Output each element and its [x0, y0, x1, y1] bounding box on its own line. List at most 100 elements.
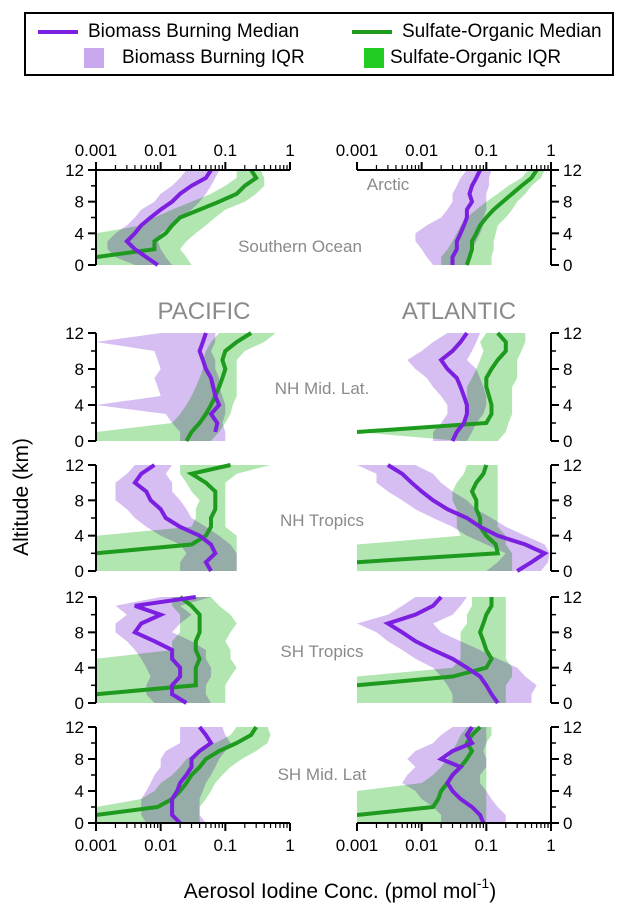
so-median-line: [96, 725, 258, 817]
region-label: NH Mid. Lat.: [275, 379, 369, 398]
so-median-line: [357, 597, 494, 688]
x-axis-title-sup: -1: [477, 875, 490, 891]
y-tick-label: 4: [563, 396, 572, 415]
panel-pacific-sh-tropics: 0 4 8 12: [65, 588, 237, 713]
y-tick-label: 12: [563, 456, 582, 475]
y-tick-label: 0: [563, 562, 572, 581]
x-tick-label: 0.01: [405, 836, 438, 855]
panel-pacific-sh-mid-lat: 0 4 8 12 0.001 0.01 0.1 1: [65, 718, 295, 855]
panel-atlantic-sh-mid-lat: 0 4 8 12 0.001 0.01 0.1 1: [336, 718, 582, 855]
region-label: SH Tropics: [280, 642, 363, 661]
panel-pacific-nh-tropics: 0 4 8 12: [65, 456, 271, 581]
plot-area: [96, 331, 276, 442]
legend-label-so-iqr: Sulfate-Organic IQR: [390, 47, 562, 68]
so-median-line: [96, 168, 259, 260]
x-tick-label: 0.001: [75, 836, 118, 855]
bb-median-line: [383, 595, 500, 705]
plot-area: [415, 168, 545, 266]
plot-area: [357, 595, 537, 705]
y-tick-label: 8: [563, 491, 572, 510]
so-median-line: [184, 331, 253, 442]
y-axis-title: Altitude (km): [10, 438, 33, 556]
x-tick-label: 0.001: [75, 141, 118, 160]
panel-atlantic-nh-tropics: 0 4 8 12: [357, 456, 582, 581]
bb-iqr-band: [357, 465, 550, 571]
legend-label-bb-median: Biomass Burning Median: [88, 21, 300, 42]
plot-area: [357, 463, 550, 573]
y-tick-label: 4: [563, 782, 572, 801]
y-tick-label: 0: [563, 814, 572, 833]
region-label: SH Mid. Lat: [278, 765, 367, 784]
panel-pacific-southern-ocean: 0 4 8 120.001 0.01 0.1 1: [65, 141, 295, 275]
y-tick-label: 12: [563, 161, 582, 180]
y-tick-label: 4: [75, 224, 84, 243]
region-label: Arctic: [367, 175, 410, 194]
y-tick-label: 12: [65, 324, 84, 343]
plot-area: [96, 725, 271, 825]
y-tick-label: 8: [563, 623, 572, 642]
x-tick-label: 0.1: [214, 836, 238, 855]
plot-area: [96, 168, 265, 267]
y-tick-label: 4: [563, 224, 572, 243]
bb-median-line: [170, 725, 214, 825]
x-tick-label: 0.001: [336, 836, 379, 855]
y-tick-label: 0: [563, 432, 572, 451]
x-axis-title: Aerosol Iodine Conc. (pmol mol-1): [184, 875, 496, 903]
y-tick-label: 0: [563, 694, 572, 713]
plot-area: [357, 725, 506, 824]
bb-iqr-band: [357, 597, 537, 703]
panel-atlantic-nh-mid-lat-: 0 4 8 12: [357, 324, 582, 451]
bb-median-line: [450, 169, 482, 265]
panel-atlantic-sh-tropics: 0 4 8 12: [357, 588, 582, 713]
y-tick-label: 4: [75, 396, 84, 415]
y-tick-label: 8: [75, 750, 84, 769]
y-tick-label: 8: [75, 623, 84, 642]
y-tick-label: 8: [563, 360, 572, 379]
y-tick-label: 12: [563, 718, 582, 737]
plot-area: [96, 463, 271, 573]
bb-median-line: [436, 725, 486, 824]
x-tick-label: 1: [546, 141, 555, 160]
y-tick-label: 12: [65, 588, 84, 607]
y-tick-label: 0: [75, 694, 84, 713]
bb-median-line: [197, 332, 222, 433]
bb-median-line: [124, 168, 213, 267]
bb-iqr-band: [96, 333, 226, 441]
panel-pacific-nh-mid-lat-: 0 4 8 12: [65, 324, 276, 451]
x-tick-label: 0.01: [405, 141, 438, 160]
x-tick-label: 1: [285, 141, 294, 160]
panel-atlantic-arctic: 0 4 8 12 0.001 0.01 0.1 1: [336, 141, 582, 275]
legend: Biomass Burning Median Sulfate-Organic M…: [24, 12, 614, 76]
y-tick-label: 4: [75, 527, 84, 546]
plot-area: [96, 595, 237, 705]
so-median-line: [357, 464, 501, 565]
bb-median-line: [438, 331, 469, 442]
x-tick-label: 0.1: [214, 141, 238, 160]
atlantic-label: ATLANTIC: [402, 298, 516, 325]
y-tick-label: 12: [65, 718, 84, 737]
y-tick-label: 0: [75, 562, 84, 581]
y-tick-label: 8: [563, 750, 572, 769]
region-label: Southern Ocean: [238, 237, 362, 256]
legend-label-so-median: Sulfate-Organic Median: [402, 21, 602, 42]
x-axis-title-end: ): [489, 880, 496, 903]
legend-swatch-so-iqr: [364, 48, 384, 68]
x-tick-label: 1: [546, 836, 555, 855]
so-median-line: [357, 331, 508, 434]
y-tick-label: 4: [75, 782, 84, 801]
so-median-line: [96, 595, 202, 697]
x-tick-label: 1: [285, 836, 294, 855]
y-tick-label: 4: [563, 527, 572, 546]
pacific-label: PACIFIC: [158, 298, 251, 325]
region-label: NH Tropics: [280, 511, 364, 530]
y-tick-label: 12: [563, 324, 582, 343]
x-tick-label: 0.1: [475, 836, 499, 855]
legend-swatch-bb-median: [38, 30, 78, 34]
y-tick-label: 12: [65, 456, 84, 475]
so-iqr-band: [96, 333, 276, 441]
y-tick-label: 8: [75, 193, 84, 212]
y-tick-label: 4: [563, 659, 572, 678]
y-tick-label: 8: [75, 360, 84, 379]
x-tick-label: 0.01: [144, 141, 177, 160]
